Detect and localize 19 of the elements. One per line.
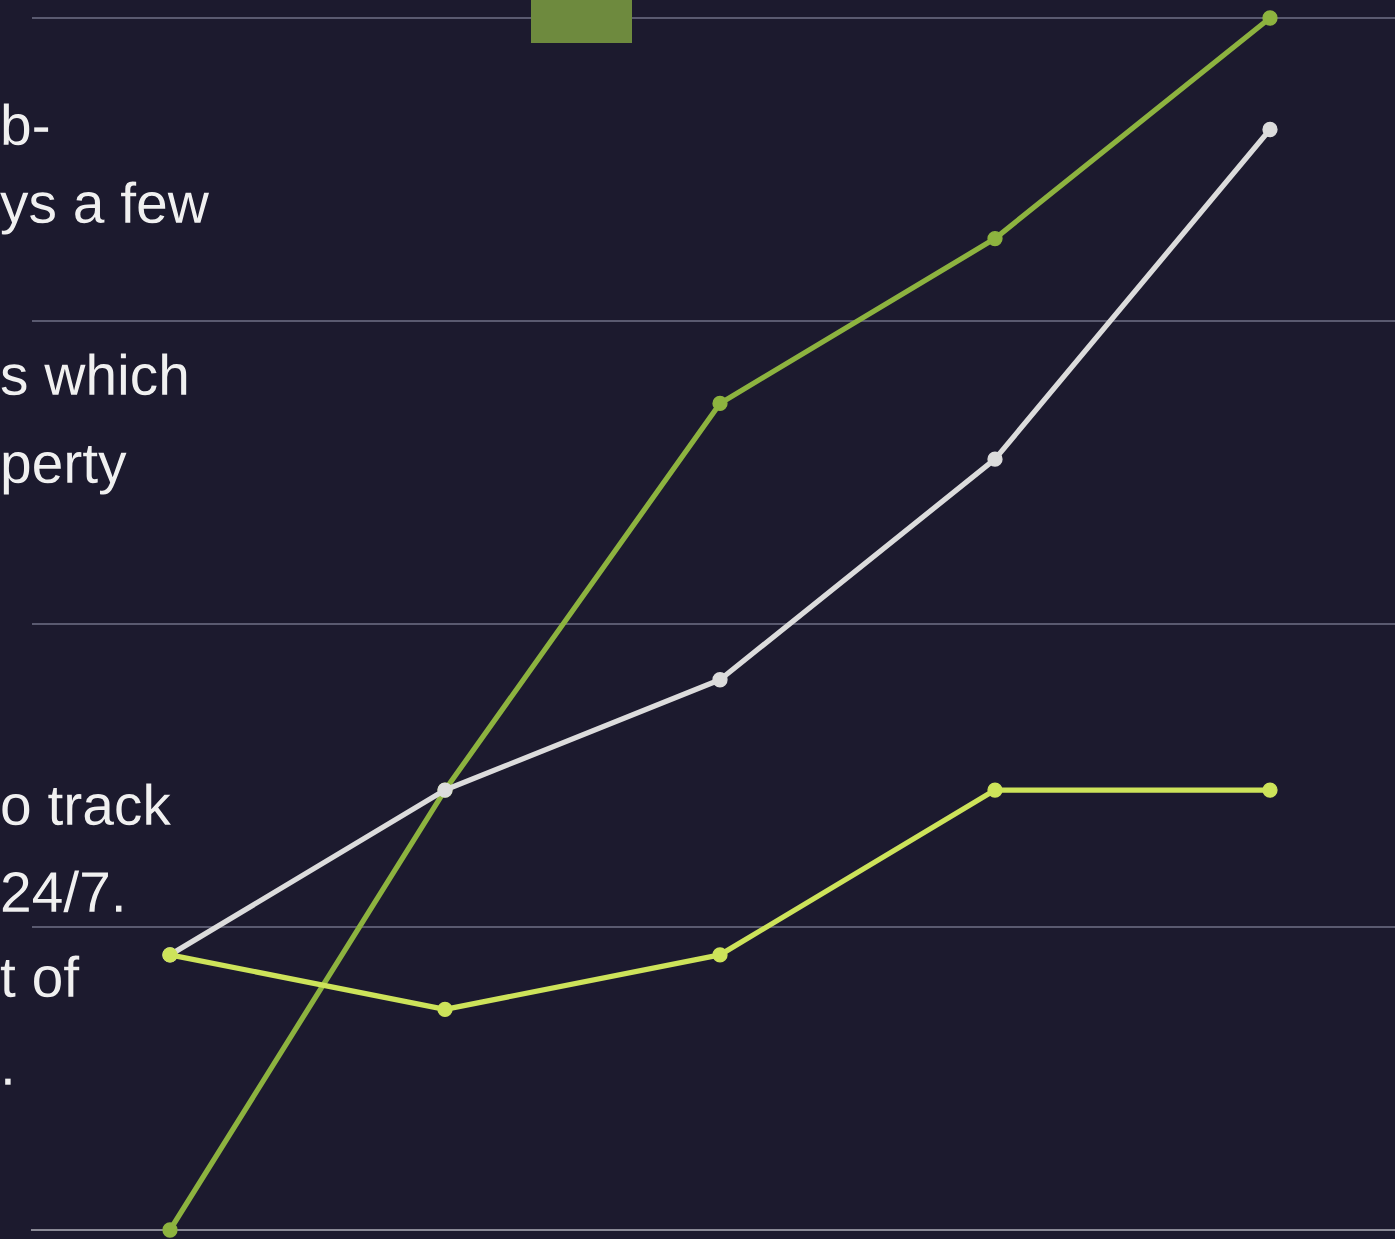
point [712,947,728,963]
point [987,782,1003,798]
text: . [5,1078,11,1085]
annotation: t of [0,955,80,998]
point [1262,10,1278,26]
annotation: ys a few [0,181,210,235]
point [712,672,728,688]
annotation: s which [1,353,187,396]
annotation: o track [2,783,171,826]
point [987,230,1003,247]
point [987,451,1003,467]
point [712,395,728,412]
point [162,1222,178,1238]
point [437,1001,453,1018]
point [1262,782,1278,798]
annotation: b- [3,103,49,146]
annotation: perty [3,445,127,495]
annotation: 24/7. [2,870,122,913]
point [1262,121,1278,138]
